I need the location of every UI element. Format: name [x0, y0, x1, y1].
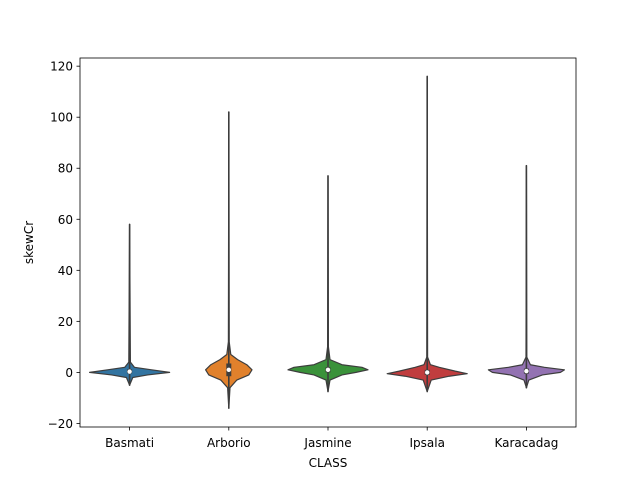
violin-karacadag [487, 164, 565, 389]
violin-ipsala [386, 75, 468, 393]
x-tick-label-jasmine: Jasmine [303, 436, 351, 450]
x-tick-label-karacadag: Karacadag [494, 436, 558, 450]
y-tick-label: 60 [58, 213, 73, 227]
violin-median-point [325, 367, 331, 373]
violin-median-point [524, 368, 529, 374]
violin-arborio [205, 111, 253, 409]
y-tick-label: 20 [58, 315, 73, 329]
x-tick-label-ipsala: Ipsala [409, 436, 444, 450]
x-axis: Basmati Arborio Jasmine Ipsala Karacadag [105, 427, 558, 450]
y-tick-label: 100 [50, 111, 73, 125]
violin-median-point [226, 367, 231, 373]
violin-jasmine [287, 175, 369, 393]
y-tick-label: 0 [65, 366, 73, 380]
y-tick-label: 120 [50, 60, 73, 74]
y-tick-label: 40 [58, 264, 73, 278]
violin-median-point [425, 370, 430, 375]
violin-basmati [89, 223, 171, 386]
y-axis-label: skewCr [22, 221, 36, 264]
x-axis-label: CLASS [309, 456, 348, 470]
plot-area [79, 57, 577, 428]
x-tick-label-basmati: Basmati [105, 436, 154, 450]
y-axis: −20 0 20 40 60 80 100 120 [48, 60, 80, 431]
y-tick-label: −20 [48, 417, 73, 431]
y-tick-label: 80 [58, 162, 73, 176]
violins-layer [89, 75, 565, 409]
x-tick-label-arborio: Arborio [207, 436, 251, 450]
violin-median-point [127, 369, 132, 374]
